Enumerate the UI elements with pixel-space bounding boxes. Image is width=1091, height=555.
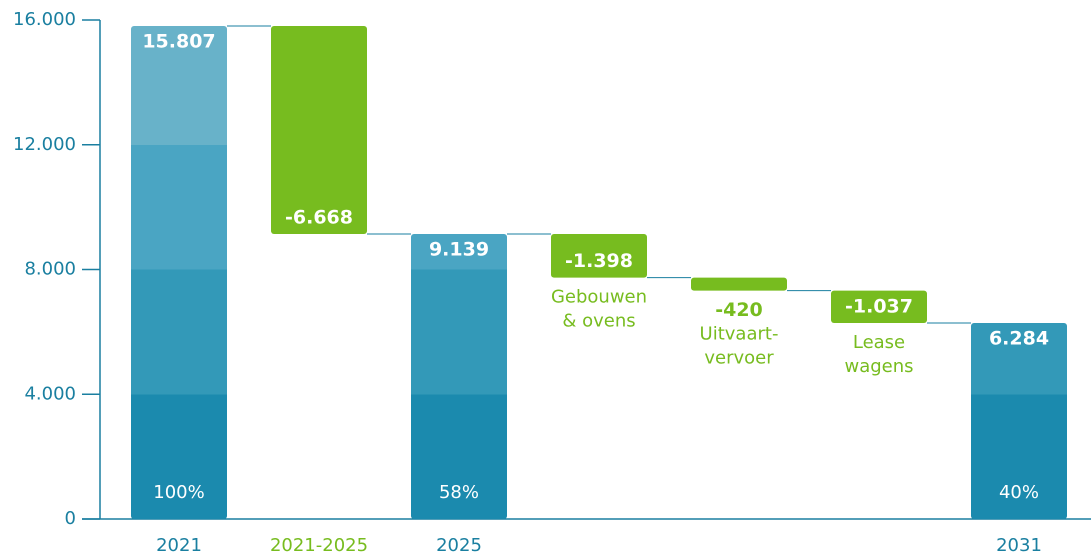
value-label: -1.398 <box>565 250 633 272</box>
share-label: 40% <box>999 482 1039 503</box>
y-tick-label: 8.000 <box>24 259 76 280</box>
description: Uitvaart- <box>700 324 779 345</box>
description: Lease <box>853 332 905 353</box>
value-label: 6.284 <box>989 328 1049 350</box>
description: & ovens <box>562 311 635 332</box>
description: Gebouwen <box>551 287 647 308</box>
bar <box>691 277 787 291</box>
description: vervoer <box>704 348 774 369</box>
x-tick-label: 2031 <box>996 535 1042 555</box>
y-tick-label: 0 <box>65 508 76 529</box>
bar <box>971 323 1067 519</box>
x-tick-label: 2025 <box>436 535 482 555</box>
share-label: 58% <box>439 482 479 503</box>
x-tick-label: 2021 <box>156 535 202 555</box>
value-label: 15.807 <box>142 31 215 53</box>
value-label: -420 <box>715 299 763 321</box>
y-tick-label: 4.000 <box>24 383 76 404</box>
x-tick-label: 2021-2025 <box>270 535 368 555</box>
share-label: 100% <box>153 482 204 503</box>
y-tick-label: 12.000 <box>13 134 76 155</box>
bar <box>551 233 647 278</box>
value-label: -6.668 <box>285 206 353 228</box>
bar <box>131 26 227 519</box>
description: wagens <box>844 356 913 377</box>
bar <box>831 290 927 324</box>
y-tick-label: 16.000 <box>13 9 76 30</box>
value-label: -1.037 <box>845 296 913 318</box>
bar <box>271 26 367 234</box>
value-label: 9.139 <box>429 238 489 260</box>
bar <box>411 233 507 520</box>
